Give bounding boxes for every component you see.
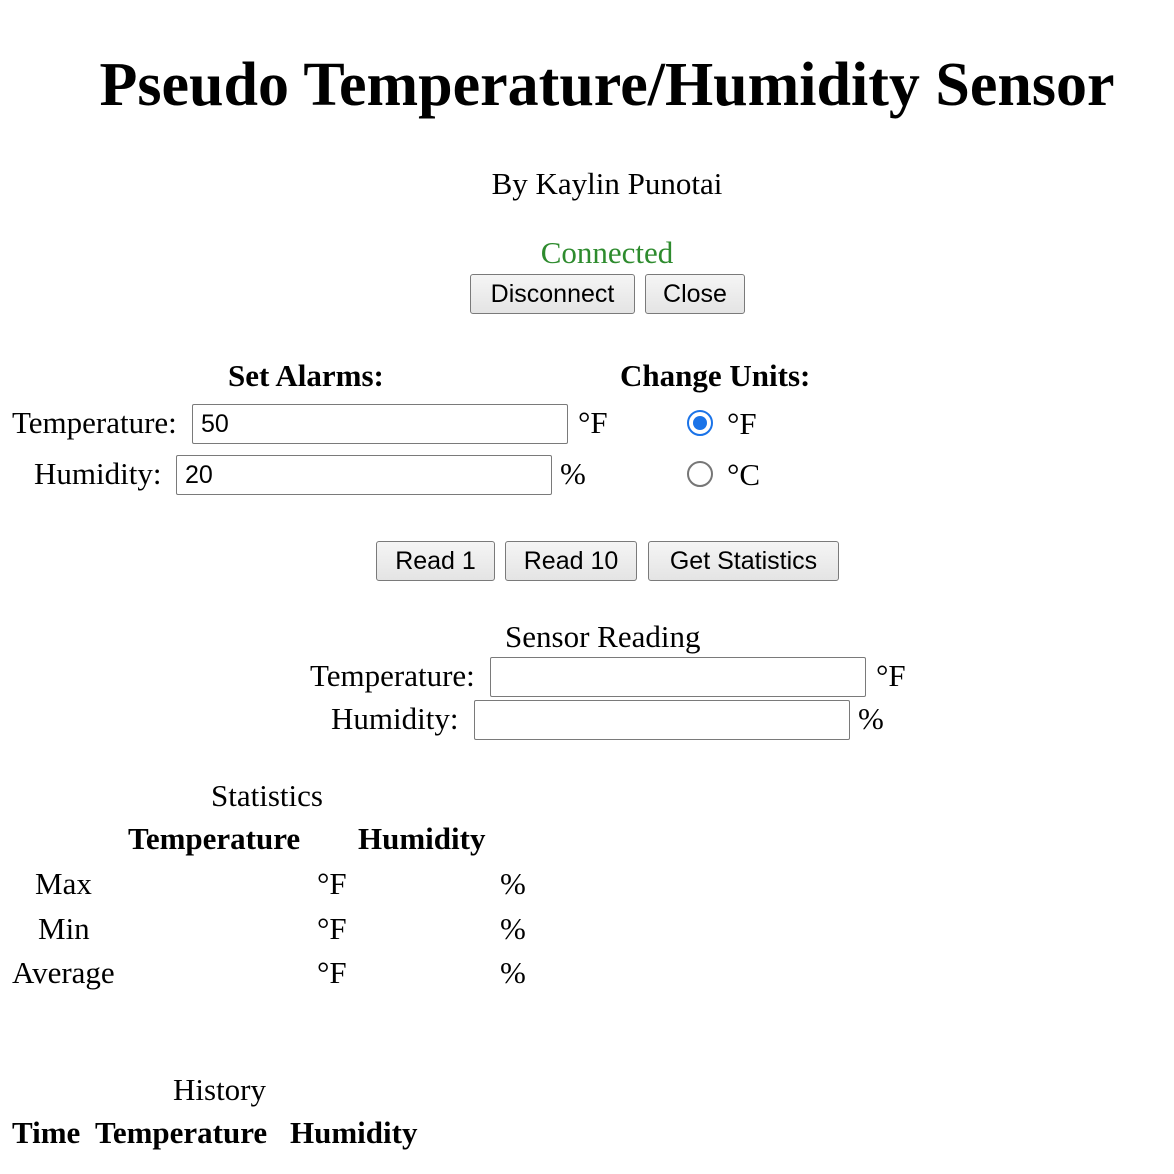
alarm-temperature-unit: °F <box>578 405 608 440</box>
unit-celsius-radio[interactable] <box>687 461 713 487</box>
unit-fahrenheit-label: °F <box>727 406 757 441</box>
reading-humidity-label: Humidity: <box>331 701 459 736</box>
stats-temp-unit: °F <box>317 911 347 946</box>
sensor-reading-heading: Sensor Reading <box>505 619 701 654</box>
read-1-button[interactable]: Read 1 <box>376 541 495 581</box>
reading-temperature-output <box>490 657 866 697</box>
history-col-temperature: Temperature <box>95 1115 268 1150</box>
alarm-humidity-label: Humidity: <box>34 456 162 491</box>
read-10-button[interactable]: Read 10 <box>505 541 637 581</box>
alarm-temperature-input[interactable]: 50 <box>192 404 568 444</box>
stats-row-label: Min <box>38 911 90 946</box>
stats-hum-unit: % <box>500 911 526 946</box>
history-col-humidity: Humidity <box>290 1115 418 1150</box>
history-heading: History <box>173 1072 266 1107</box>
stats-temp-unit: °F <box>317 955 347 990</box>
page-title: Pseudo Temperature/Humidity Sensor <box>99 51 1115 119</box>
alarm-humidity-input[interactable]: 20 <box>176 455 552 495</box>
close-button[interactable]: Close <box>645 274 745 314</box>
change-units-heading: Change Units: <box>620 358 811 393</box>
unit-celsius-label: °C <box>727 457 761 492</box>
connection-status: Connected <box>540 235 674 270</box>
reading-humidity-unit: % <box>858 701 884 736</box>
author-byline: By Kaylin Punotai <box>491 166 723 201</box>
stats-row-label: Max <box>35 866 92 901</box>
stats-hum-unit: % <box>500 866 526 901</box>
statistics-heading: Statistics <box>211 778 323 813</box>
stats-temp-unit: °F <box>317 866 347 901</box>
statistics-col-temperature: Temperature <box>128 821 301 856</box>
alarm-humidity-unit: % <box>560 456 586 491</box>
stats-hum-unit: % <box>500 955 526 990</box>
stats-row-label: Average <box>12 955 115 990</box>
history-col-time: Time <box>12 1115 81 1150</box>
alarm-temperature-label: Temperature: <box>12 405 177 440</box>
reading-humidity-output <box>474 700 850 740</box>
statistics-col-humidity: Humidity <box>358 821 486 856</box>
unit-fahrenheit-radio[interactable] <box>687 410 713 436</box>
reading-temperature-label: Temperature: <box>310 658 475 693</box>
set-alarms-heading: Set Alarms: <box>228 358 384 393</box>
get-statistics-button[interactable]: Get Statistics <box>648 541 839 581</box>
disconnect-button[interactable]: Disconnect <box>470 274 635 314</box>
reading-temperature-unit: °F <box>876 658 906 693</box>
